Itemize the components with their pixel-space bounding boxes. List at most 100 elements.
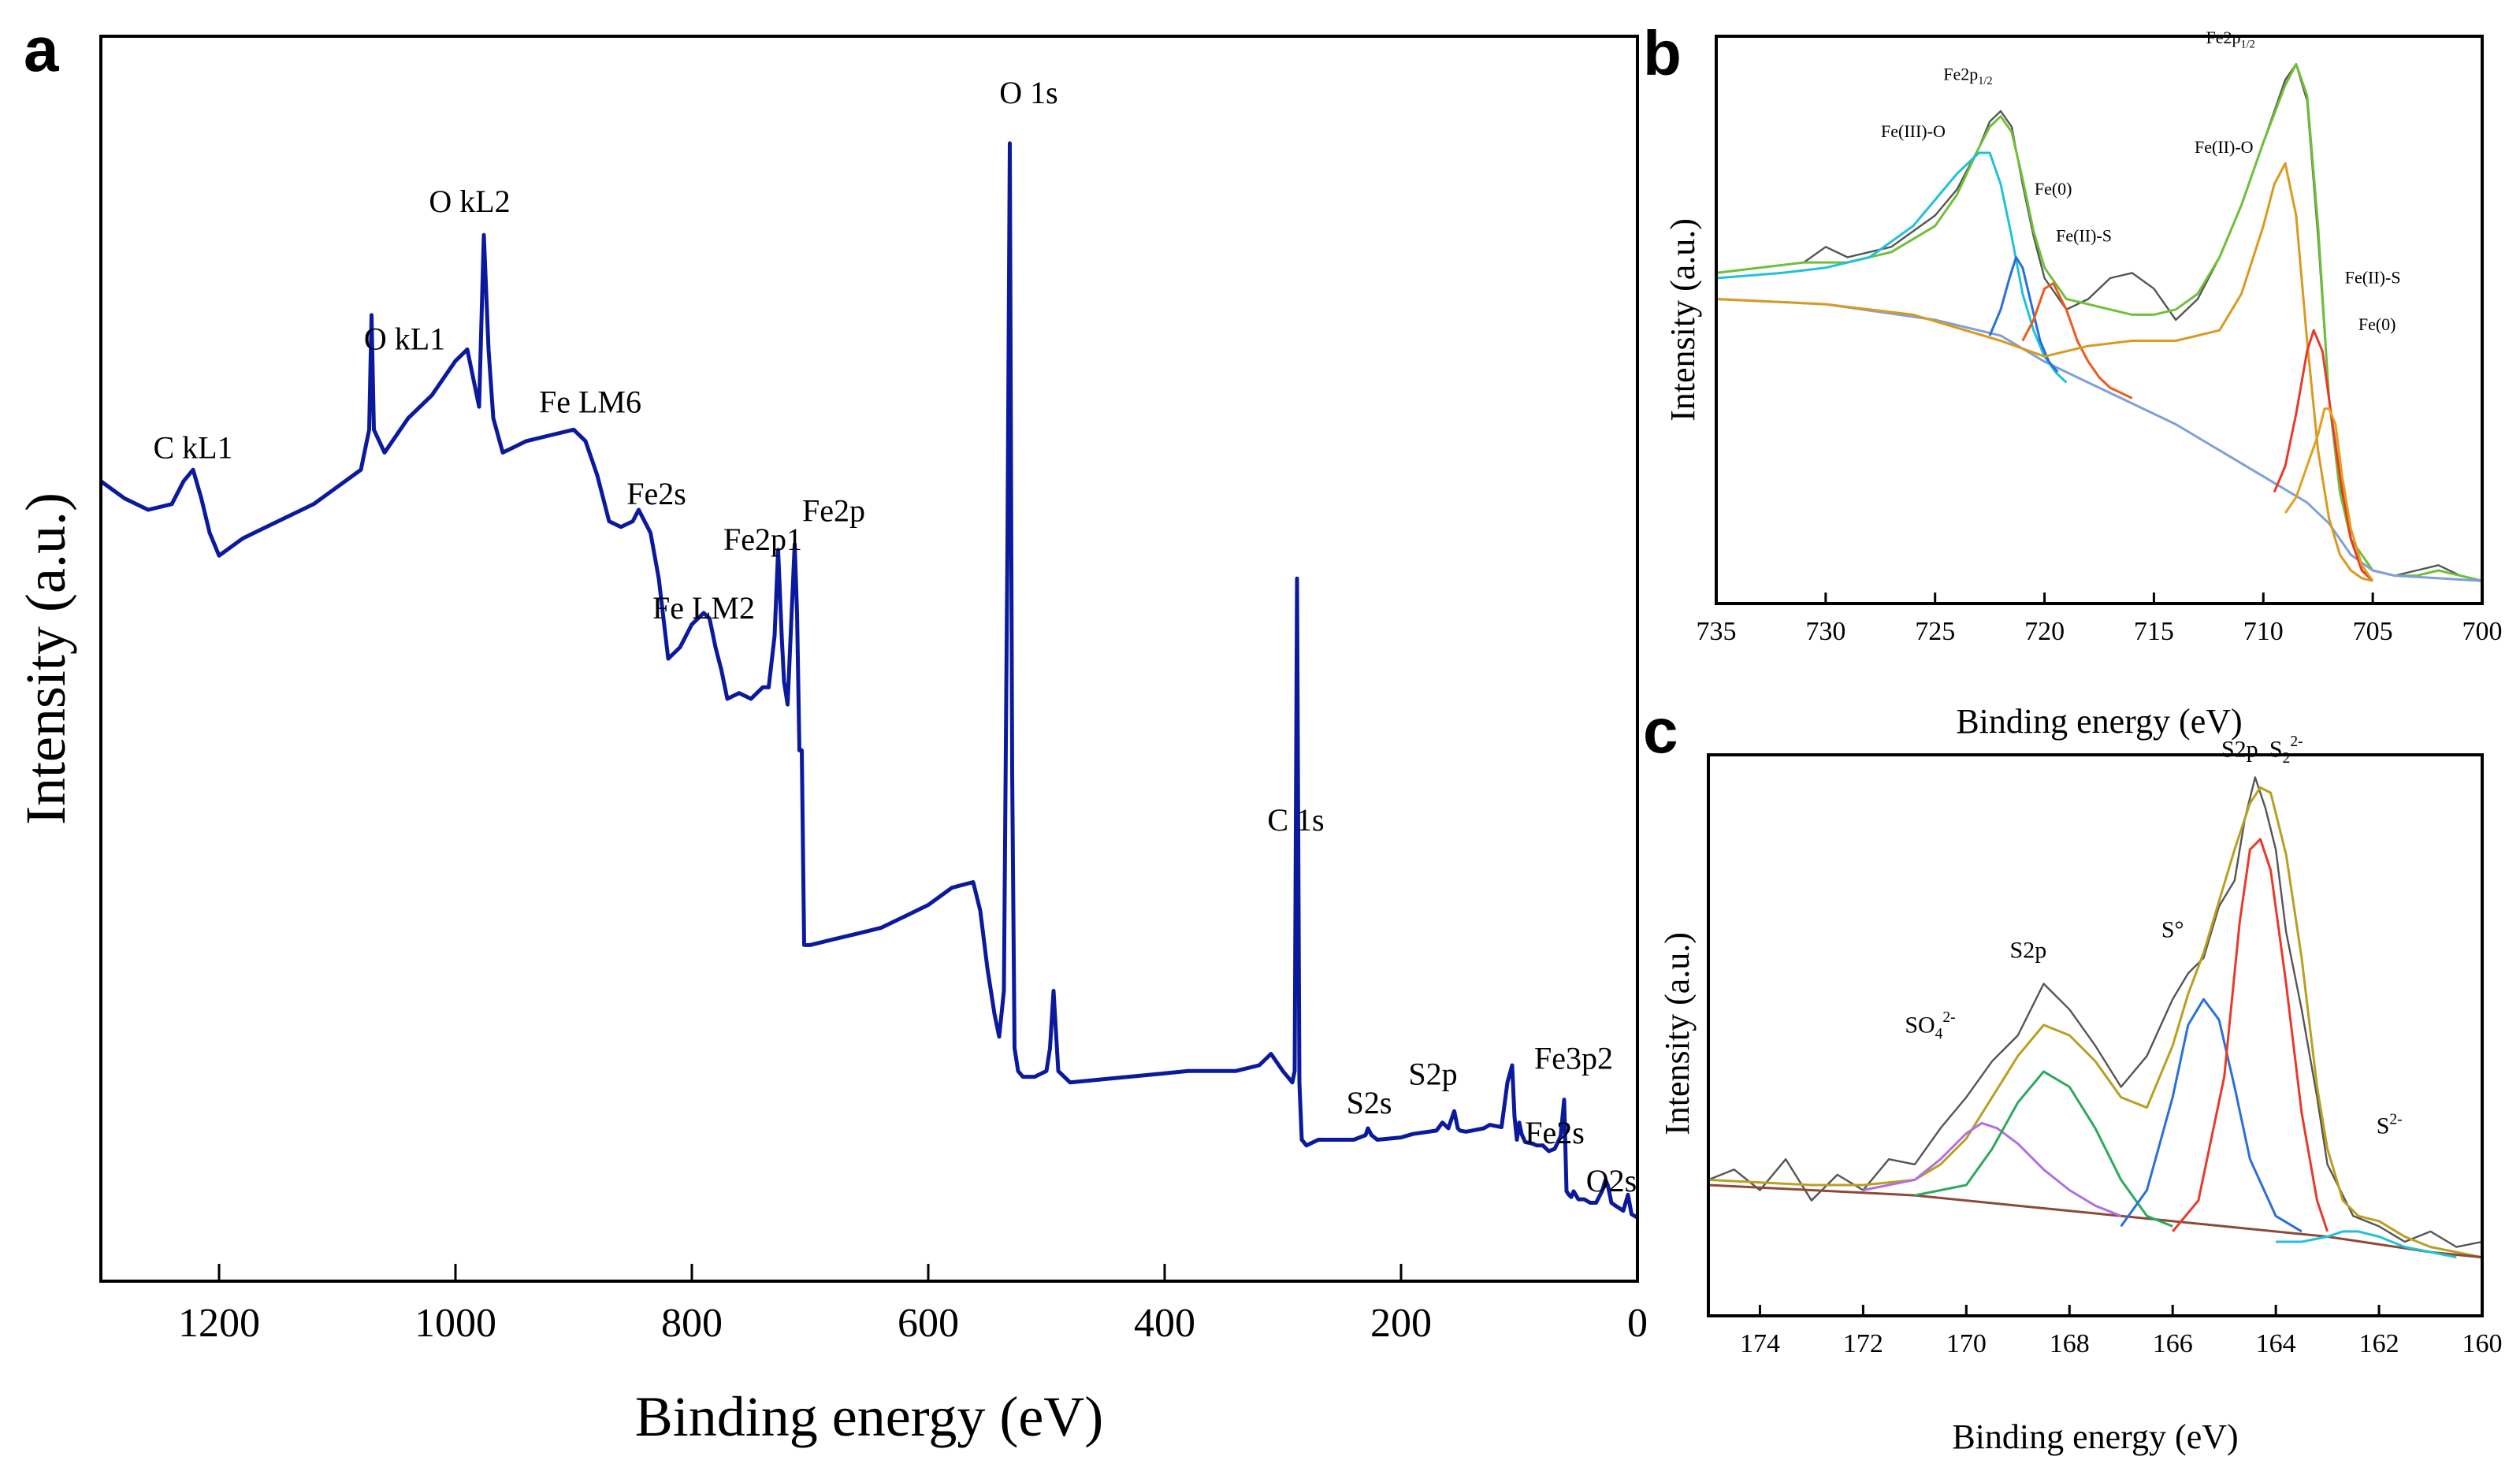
panel-label-b: b xyxy=(1643,18,1682,88)
panel-b-peak-labels: Fe(III)-OFe2p1/2Fe(0)Fe(II)-SFe2p1/2Fe(I… xyxy=(1881,28,2401,334)
fe2p-spectrum-panel: 735 730 725 720 715 710 705 700 Fe(III)-OFe2p1/… xyxy=(1663,28,2503,741)
peak-label-text: SO xyxy=(1905,1012,1935,1038)
panel-b-peak-label: Fe(II)-S xyxy=(2345,268,2401,288)
peak-label-text: O kL1 xyxy=(364,321,445,357)
panel-c-tick-label: 162 xyxy=(2359,1329,2399,1358)
panel-label-a: a xyxy=(24,14,59,84)
panel-c-series-3 xyxy=(1863,1121,2122,1217)
peak-label-text: Fe(II)-S xyxy=(2056,226,2112,246)
panel-a-tick-label: 0 xyxy=(1627,1301,1648,1346)
panel-b-tick-label: 700 xyxy=(2462,617,2503,646)
panel-b-series-2 xyxy=(1715,298,2483,582)
panel-b-tick-label: 715 xyxy=(2134,617,2174,646)
panel-b-series-8 xyxy=(2284,407,2374,582)
peak-label-text: Fe(II)-O xyxy=(2195,137,2254,157)
peak-label-text: Fe3p2 xyxy=(1534,1040,1613,1076)
panel-b-series-7 xyxy=(2273,329,2374,582)
panel-a-tick-label: 800 xyxy=(661,1301,723,1346)
panel-b-peak-label: Fe(0) xyxy=(2035,179,2072,199)
peak-label-text: S xyxy=(2269,736,2283,762)
panel-a-peak-label: C kL1 xyxy=(153,430,232,466)
peak-label-text: O2s xyxy=(1586,1163,1637,1198)
panel-a-peak-label: Fe LM6 xyxy=(539,384,641,419)
panel-b-peak-label: Fe(III)-O xyxy=(1881,121,1946,141)
peak-label-text: Fe(0) xyxy=(2358,314,2396,334)
panel-b-x-axis-label: Binding energy (eV) xyxy=(1956,702,2242,741)
panel-c-tick-label: 170 xyxy=(1946,1329,1987,1358)
peak-label-text: Fe2s xyxy=(626,476,686,511)
panel-c-tick-label: 174 xyxy=(1740,1329,1780,1358)
panel-a-peak-labels: C kL1 O kL1 O kL2 Fe LM6 Fe2s Fe LM2 Fe2p1Fe2p… xyxy=(153,75,1637,1198)
panel-b-y-axis-label: Intensity (a.u.) xyxy=(1663,218,1702,422)
panel-a-peak-label: Fe3p2 xyxy=(1534,1040,1613,1076)
panel-b-series-5 xyxy=(2021,282,2133,399)
panel-b-peak-label: Fe(II)-S xyxy=(2056,226,2112,246)
peak-label-text: Fe2p xyxy=(1943,64,1978,84)
panel-c-peak-label: S2- xyxy=(2377,1111,2403,1139)
panel-a-peak-label: O2s xyxy=(1586,1163,1637,1198)
peak-label-text: Fe2p1 xyxy=(723,522,802,557)
panel-a-peak-label: C 1s xyxy=(1267,802,1324,838)
panel-b-tick-label: 735 xyxy=(1697,617,1737,646)
panel-a-tick-label: 600 xyxy=(898,1301,959,1346)
panel-c-tick-label: 164 xyxy=(2256,1329,2296,1358)
peak-label-text: S° xyxy=(2161,917,2184,943)
panel-c-series-0 xyxy=(1708,776,2483,1248)
peak-label-subscript: 1/2 xyxy=(1978,75,1992,87)
panel-a-peak-label: O 1s xyxy=(999,75,1057,110)
peak-label-text: Fe2s xyxy=(1525,1115,1585,1150)
panel-b-series-4 xyxy=(1988,256,2059,373)
panel-c-peak-label: S2p xyxy=(2010,938,2047,964)
peak-label-text: Fe(0) xyxy=(2035,179,2072,199)
panel-a-tick-label: 1200 xyxy=(178,1301,260,1346)
panel-a-peak-label: Fe2s xyxy=(626,476,686,511)
peak-label-superscript: 2- xyxy=(2290,734,2303,750)
panel-b-tick-label: 705 xyxy=(2353,617,2393,646)
panel-b-tick-label: 725 xyxy=(1915,617,1955,646)
panel-c-tick-label: 166 xyxy=(2153,1329,2193,1358)
panel-a-peak-label: Fe2p1 xyxy=(723,522,802,557)
panel-label-c: c xyxy=(1643,696,1678,766)
panel-c-peak-label: S° xyxy=(2161,917,2184,943)
peak-label-superscript: 2- xyxy=(2389,1111,2402,1128)
panel-c-series-7 xyxy=(2276,1230,2457,1259)
peak-label-text: O kL2 xyxy=(429,184,510,219)
panel-b-series-3 xyxy=(1715,151,2068,384)
panel-c-x-axis-label: Binding energy (eV) xyxy=(1952,1417,2238,1456)
survey-spectrum-panel: 1200 1000 800 600 400 200 0 C kL1 O kL1 O kL2 Fe … xyxy=(14,35,1648,1448)
panel-a-peak-label: O kL2 xyxy=(429,184,510,219)
panel-c-peak-label: S2p xyxy=(2221,736,2258,762)
panel-a-peak-label: S2s xyxy=(1347,1085,1392,1120)
panel-b-tick-label: 710 xyxy=(2243,617,2284,646)
panel-a-peak-label: O kL1 xyxy=(364,321,445,357)
panel-b-series-6 xyxy=(1715,162,2373,582)
peak-label-subscript: 4 xyxy=(1935,1026,1943,1042)
panel-a-tick-label: 400 xyxy=(1134,1301,1195,1346)
peak-label-text: S2p xyxy=(1408,1057,1457,1092)
peak-label-text: S2p xyxy=(2010,938,2047,964)
peak-label-subscript: 2 xyxy=(2283,750,2291,767)
panel-c-peak-label: S22- xyxy=(2269,734,2303,767)
panel-a-x-axis-label: Binding energy (eV) xyxy=(635,1385,1104,1448)
panel-c-frame xyxy=(1707,753,2484,1317)
peak-label-subscript: 1/2 xyxy=(2240,38,2254,50)
peak-label-text: O 1s xyxy=(999,75,1057,110)
panel-b-peak-label: Fe2p1/2 xyxy=(1943,64,1992,87)
panel-a-peak-label: Fe2p xyxy=(802,493,865,529)
peak-label-text: S xyxy=(2377,1113,2390,1139)
panel-b-peak-label: Fe(II)-O xyxy=(2195,137,2254,157)
panel-c-series-6 xyxy=(2172,838,2329,1232)
peak-label-text: Fe2p xyxy=(802,493,865,529)
panel-c-series-4 xyxy=(1914,1070,2173,1228)
panel-a-peak-label: Fe2s xyxy=(1525,1115,1585,1150)
panel-a-y-axis-label: Intensity (a.u.) xyxy=(14,492,77,825)
peak-label-text: C 1s xyxy=(1267,802,1324,838)
panel-a-series-0 xyxy=(99,141,1639,1220)
peak-label-text: Fe LM6 xyxy=(539,384,641,419)
panel-b-tick-label: 720 xyxy=(2024,617,2065,646)
panel-b-peak-label: Fe(0) xyxy=(2358,314,2396,334)
panel-a-peak-label: Fe LM2 xyxy=(652,590,755,626)
